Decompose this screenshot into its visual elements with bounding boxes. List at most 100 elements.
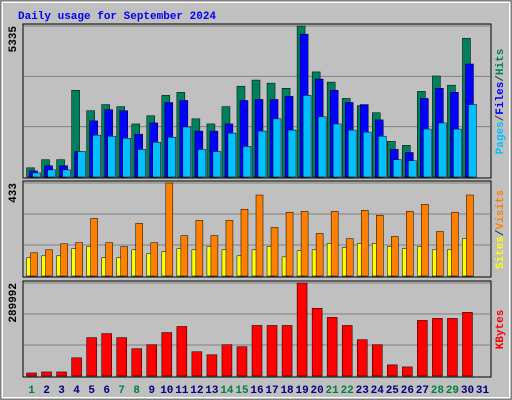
bar [71, 357, 82, 377]
bar [332, 123, 342, 178]
x-tick-label: 7 [118, 385, 125, 397]
legend: Pages/Files/Hits [495, 49, 507, 155]
bar [90, 218, 98, 277]
bar [466, 194, 474, 277]
bar [393, 159, 402, 178]
bar [453, 128, 462, 178]
legend-entry: Hits [495, 49, 507, 75]
bar [302, 95, 312, 178]
x-tick-label: 9 [148, 385, 155, 397]
bar [266, 325, 278, 377]
bar [180, 235, 189, 277]
x-tick-label: 19 [295, 385, 308, 397]
x-tick-label: 2 [43, 385, 50, 397]
bar [240, 208, 249, 277]
bar [45, 249, 53, 277]
bar [165, 182, 174, 277]
bar [92, 134, 101, 178]
bar [447, 318, 458, 377]
legend-entry: Files [495, 82, 507, 115]
bar [402, 366, 413, 377]
x-tick-label: 14 [220, 385, 234, 397]
bar [296, 282, 308, 377]
bar [326, 317, 338, 377]
y-tick-label: 5335 [8, 26, 20, 53]
bar [47, 169, 56, 178]
bar [378, 135, 387, 178]
bar [341, 325, 353, 377]
x-tick-label: 13 [205, 385, 219, 397]
bar [285, 211, 294, 277]
bar [167, 136, 177, 178]
bar [161, 332, 173, 377]
bar [356, 339, 368, 377]
bar [135, 223, 143, 277]
legend-entry: Visits [495, 190, 507, 230]
x-tick-label: 28 [431, 385, 445, 397]
chart-title: Daily usage for September 2024 [18, 11, 216, 23]
bar [438, 122, 447, 178]
bar [146, 344, 158, 377]
x-tick-label: 27 [416, 385, 429, 397]
bar [300, 211, 309, 277]
bar [101, 333, 112, 377]
bar [120, 246, 128, 277]
x-tick-label: 1 [28, 385, 35, 397]
bar [206, 354, 218, 377]
x-tick-label: 26 [401, 385, 414, 397]
x-tick-label: 12 [190, 385, 203, 397]
bar [105, 242, 113, 277]
bar [242, 146, 252, 178]
legend-separator: / [495, 75, 507, 82]
x-tick-label: 15 [235, 385, 249, 397]
bar [255, 194, 264, 277]
bar [62, 169, 71, 178]
x-tick-label: 8 [133, 385, 140, 397]
bar [270, 227, 279, 277]
bar [107, 135, 116, 178]
bar [75, 242, 83, 277]
x-tick-label: 10 [160, 385, 173, 397]
x-tick-label: 24 [371, 385, 385, 397]
legend-entry: Sites [495, 236, 507, 269]
x-tick-label: 23 [356, 385, 370, 397]
bar [387, 364, 398, 377]
bar [32, 172, 41, 178]
bar [436, 231, 444, 277]
x-tick-label: 17 [265, 385, 278, 397]
bar [182, 126, 192, 178]
bar [408, 160, 417, 178]
bar [152, 142, 162, 178]
bar [221, 344, 233, 377]
bar [197, 149, 207, 178]
bar [227, 132, 237, 178]
bar [391, 236, 399, 277]
bar [281, 325, 293, 377]
bar [451, 211, 459, 277]
bar [423, 128, 432, 178]
bar [345, 238, 354, 277]
legend: Sites/Visits [495, 190, 507, 269]
bar [195, 220, 204, 277]
bar [362, 131, 372, 178]
bar [176, 326, 188, 377]
bar [360, 210, 369, 277]
bar [236, 346, 248, 377]
x-tick-label: 11 [175, 385, 189, 397]
bar [432, 318, 443, 377]
bar [26, 372, 37, 377]
bar [417, 320, 428, 377]
bar [86, 337, 97, 377]
bar [41, 371, 52, 377]
legend-separator: / [495, 229, 507, 236]
x-tick-label: 16 [250, 385, 263, 397]
bar [210, 235, 219, 277]
bar [150, 242, 159, 277]
legend-entry: Pages [495, 121, 507, 154]
legend-separator: / [495, 114, 507, 121]
x-tick-label: 3 [58, 385, 65, 397]
bar [131, 348, 142, 377]
bar [212, 151, 222, 178]
